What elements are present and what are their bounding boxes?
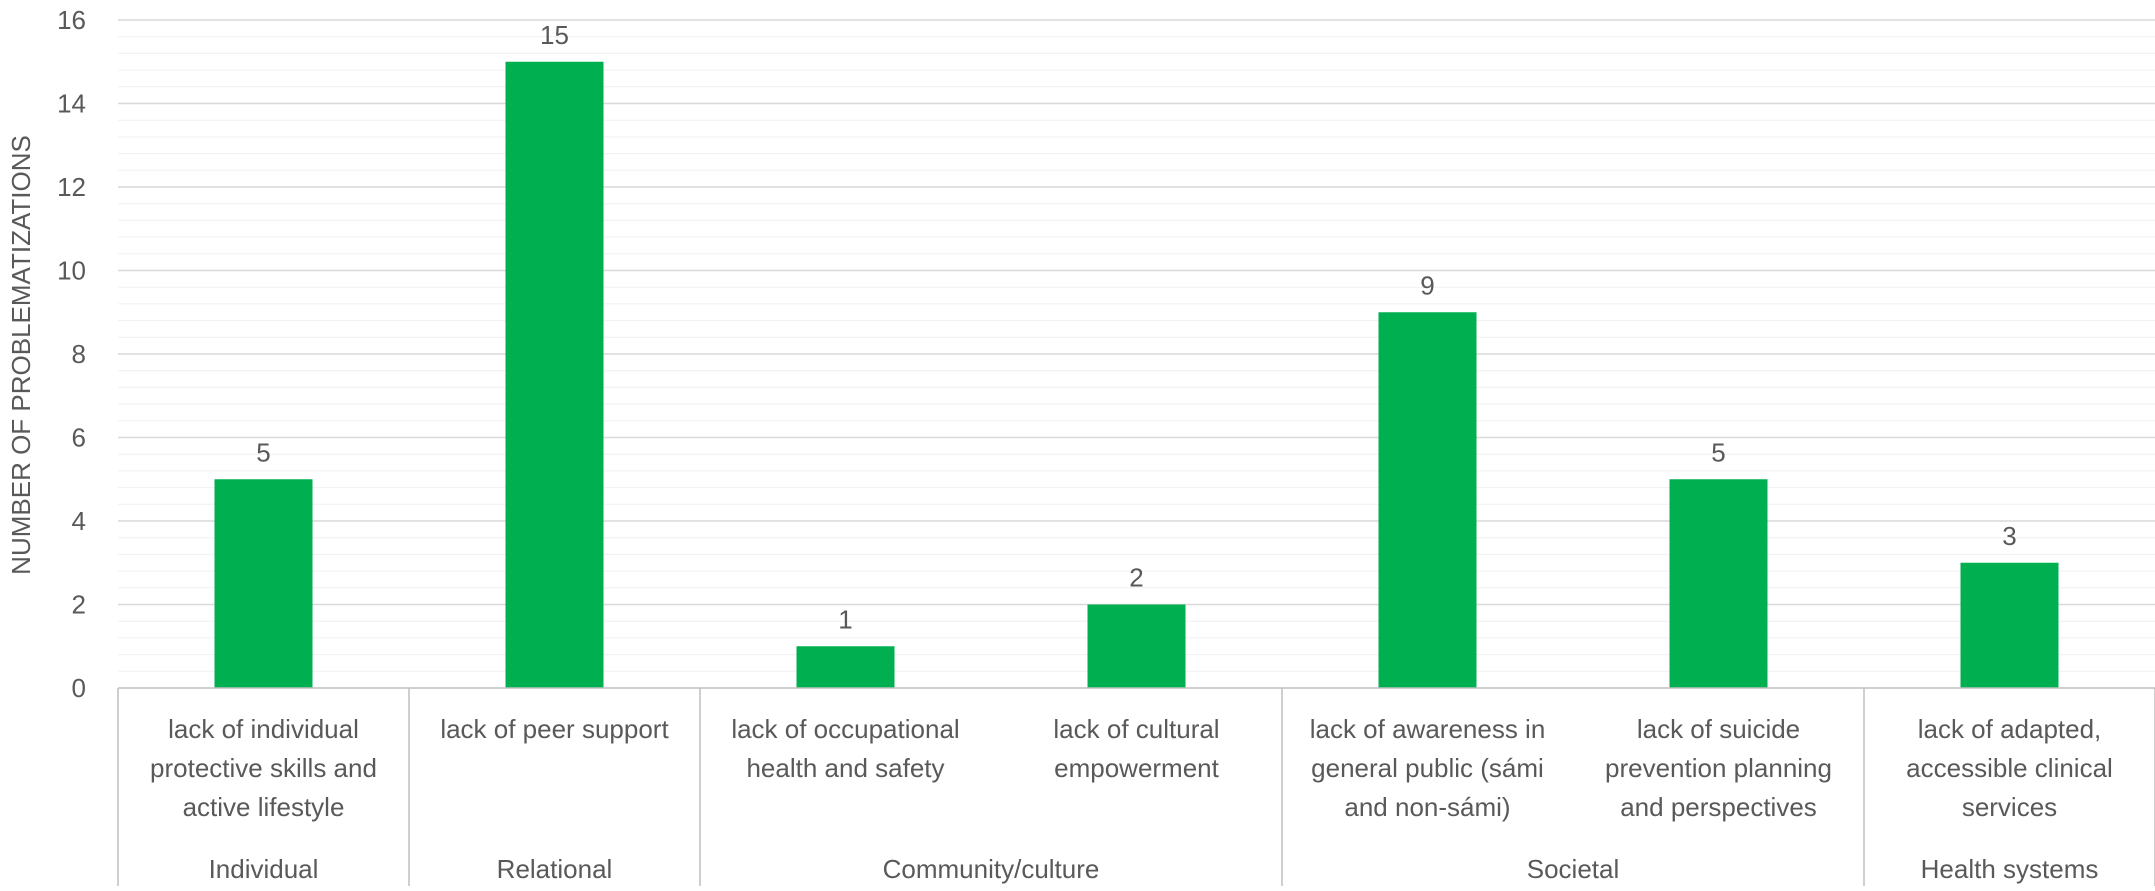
x-tick-label: general public (sámi xyxy=(1311,753,1544,783)
data-label: 3 xyxy=(2002,521,2016,551)
data-label: 9 xyxy=(1420,270,1434,300)
group-label: Societal xyxy=(1527,854,1620,884)
x-tick-label: lack of occupational xyxy=(731,714,959,744)
x-tick-label: empowerment xyxy=(1054,753,1220,783)
x-tick-label: and perspectives xyxy=(1620,792,1817,822)
x-tick-label: lack of cultural xyxy=(1053,714,1219,744)
y-axis-title: NUMBER OF PROBLEMATIZATIONS xyxy=(6,135,36,575)
bar xyxy=(1088,605,1186,689)
group-label: Health systems xyxy=(1921,854,2099,884)
x-tick-label: lack of awareness in xyxy=(1310,714,1546,744)
data-label: 1 xyxy=(838,604,852,634)
y-tick-label: 12 xyxy=(57,172,86,202)
y-tick-label: 6 xyxy=(72,423,86,453)
y-tick-label: 8 xyxy=(72,339,86,369)
y-tick-label: 0 xyxy=(72,673,86,703)
bar xyxy=(215,479,313,688)
bar xyxy=(797,646,895,688)
x-tick-label: health and safety xyxy=(746,753,944,783)
y-tick-label: 4 xyxy=(72,506,86,536)
bar xyxy=(1670,479,1768,688)
x-tick-label: and non-sámi) xyxy=(1344,792,1510,822)
x-tick-label: protective skills and xyxy=(150,753,377,783)
group-label: Relational xyxy=(497,854,613,884)
x-tick-label: lack of suicide xyxy=(1637,714,1800,744)
data-label: 5 xyxy=(256,437,270,467)
bar xyxy=(1379,312,1477,688)
y-tick-label: 10 xyxy=(57,256,86,286)
bars xyxy=(215,62,2059,688)
x-tick-label: lack of adapted, xyxy=(1918,714,2102,744)
data-label: 5 xyxy=(1711,437,1725,467)
group-label: Individual xyxy=(209,854,319,884)
x-tick-label: active lifestyle xyxy=(183,792,345,822)
bar xyxy=(1961,563,2059,688)
x-tick-label: prevention planning xyxy=(1605,753,1832,783)
y-tick-label: 2 xyxy=(72,590,86,620)
bar xyxy=(506,62,604,688)
y-tick-label: 16 xyxy=(57,5,86,35)
x-tick-label: lack of peer support xyxy=(440,714,669,744)
x-tick-label: accessible clinical xyxy=(1906,753,2113,783)
x-tick-label: services xyxy=(1962,792,2057,822)
group-label: Community/culture xyxy=(883,854,1100,884)
y-tick-label: 14 xyxy=(57,89,86,119)
data-label: 2 xyxy=(1129,563,1143,593)
data-label: 15 xyxy=(540,20,569,50)
x-tick-label: lack of individual xyxy=(168,714,359,744)
